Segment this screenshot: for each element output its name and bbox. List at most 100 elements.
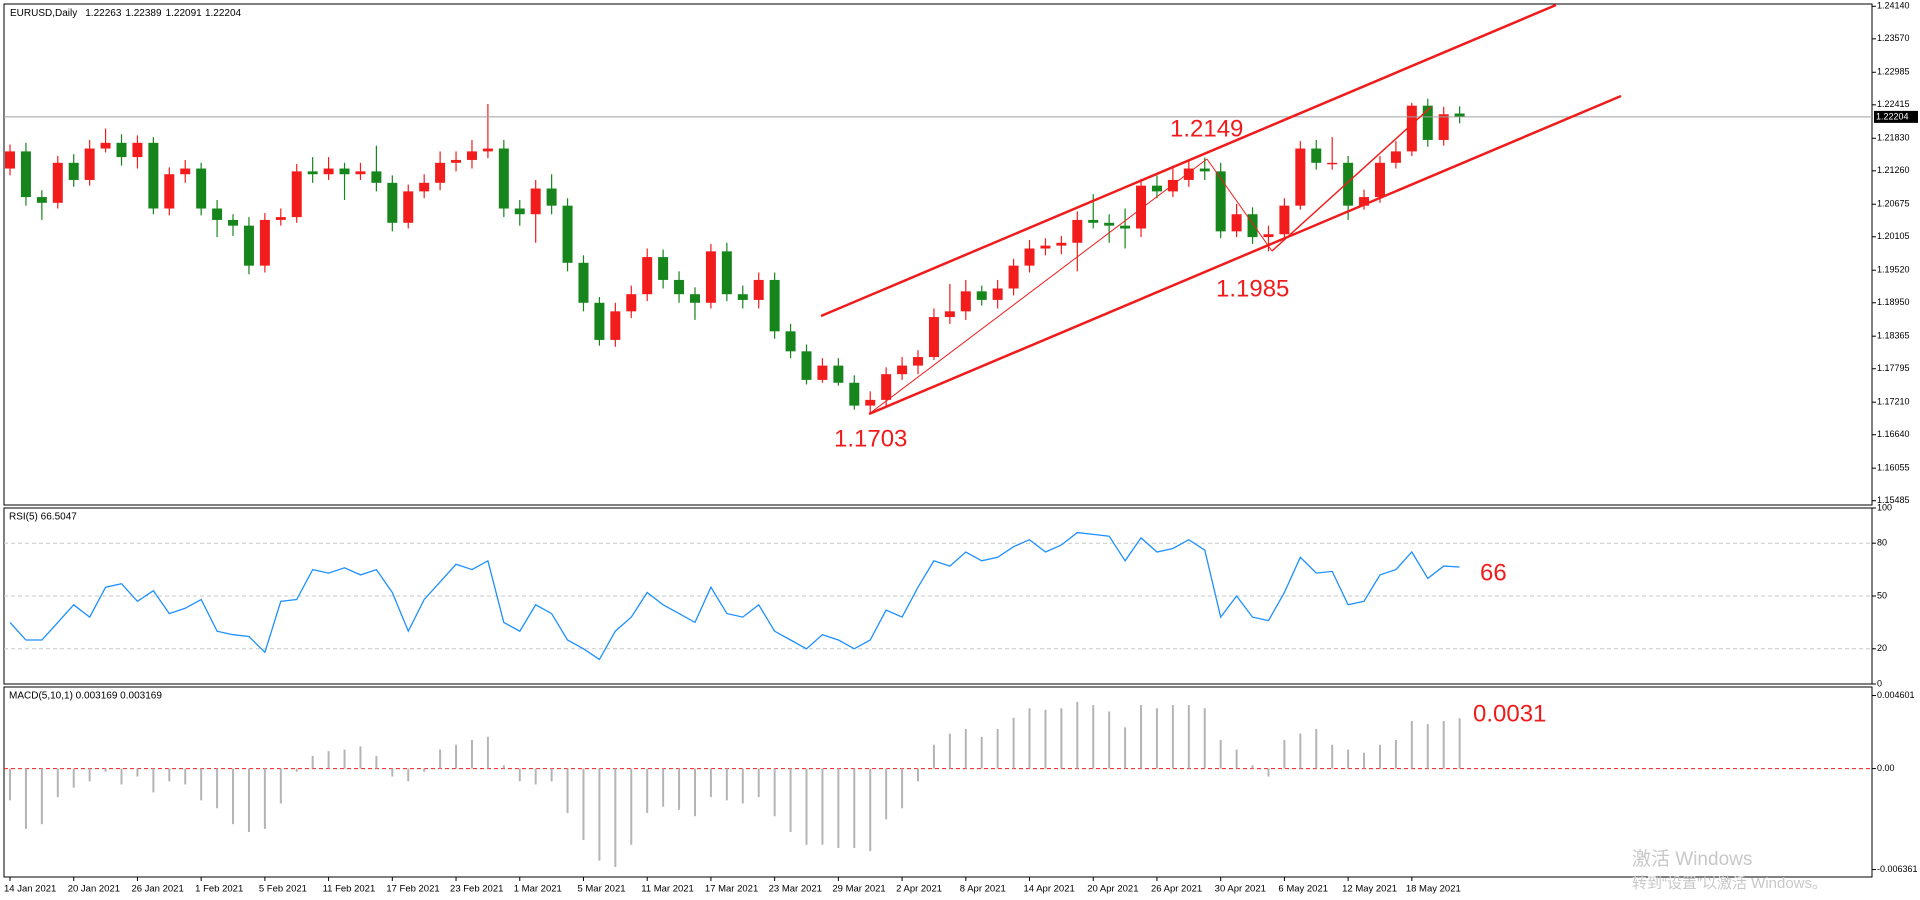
x-tick-label: 26 Apr 2021	[1151, 884, 1202, 895]
candle-body	[737, 294, 748, 300]
y-tick-label: 50	[1877, 590, 1887, 600]
candle-body	[5, 151, 15, 169]
candle-body	[833, 365, 844, 383]
candle-body	[913, 357, 924, 366]
candle-body	[291, 171, 302, 218]
x-tick-label: 26 Jan 2021	[131, 884, 183, 895]
y-tick-label: 1.18950	[1877, 297, 1910, 307]
x-tick-label: 18 May 2021	[1406, 884, 1461, 895]
candle-body	[944, 311, 955, 318]
candle-body	[275, 217, 286, 220]
y-tick-label: 1.22415	[1877, 99, 1910, 109]
rsi-line	[9, 531, 1460, 661]
y-tick-label: 1.21260	[1877, 165, 1910, 175]
y-tick-label: 1.22985	[1877, 67, 1910, 77]
candle-body	[610, 311, 621, 340]
candle-body	[36, 197, 47, 203]
y-tick-label: 1.19520	[1877, 265, 1910, 275]
candle-body	[116, 142, 127, 158]
candle-body	[1072, 219, 1083, 243]
candle-body	[1167, 179, 1178, 192]
candle-body	[1088, 219, 1099, 223]
trend-line	[1206, 158, 1273, 252]
x-tick-label: 20 Apr 2021	[1087, 884, 1138, 895]
candle-body	[1247, 214, 1258, 238]
panel-frame	[3, 3, 1873, 506]
candle-body	[769, 279, 780, 332]
candle-body	[546, 188, 557, 206]
candle-body	[642, 257, 653, 295]
candle-body	[705, 251, 716, 303]
y-tick-label: 1.16640	[1877, 429, 1910, 439]
candle-body	[132, 142, 143, 158]
x-tick-label: 17 Feb 2021	[386, 884, 439, 895]
candle-body	[960, 291, 971, 312]
candle-body	[482, 148, 493, 152]
x-tick-label: 14 Apr 2021	[1024, 884, 1075, 895]
candle-body	[68, 162, 79, 180]
candle-body	[1327, 162, 1338, 165]
x-tick-label: 6 May 2021	[1278, 884, 1328, 895]
candle-body	[228, 219, 239, 226]
trend-line	[868, 94, 1622, 416]
candle-body	[212, 208, 223, 220]
y-tick-label: 1.17795	[1877, 363, 1910, 373]
candle-body	[1295, 148, 1306, 206]
candle-body	[1311, 148, 1322, 163]
x-tick-label: 11 Feb 2021	[323, 884, 376, 895]
candle-body	[387, 182, 398, 223]
header-low: 1.22091	[166, 8, 203, 19]
candle-body	[371, 171, 382, 183]
x-tick-label: 5 Feb 2021	[259, 884, 307, 895]
annotation: 1.1985	[1216, 275, 1289, 302]
price-label-box	[1874, 110, 1918, 123]
candle-body	[323, 168, 334, 175]
candle-body	[674, 279, 685, 295]
candle-body	[1183, 168, 1194, 180]
x-tick-label: 14 Jan 2021	[4, 884, 56, 895]
candle-body	[451, 159, 462, 163]
candle-body	[466, 151, 477, 160]
symbol-title: EURUSD,Daily	[10, 8, 77, 19]
candle-body	[435, 162, 446, 183]
candle-body	[1024, 248, 1035, 266]
candle-body	[1215, 171, 1226, 232]
candle-body	[20, 151, 31, 198]
candle-body	[1040, 245, 1051, 249]
x-tick-label: 29 Mar 2021	[832, 884, 885, 895]
y-tick-label: 0.004601	[1877, 690, 1915, 700]
candle-body	[578, 262, 589, 303]
y-tick-label: 0	[1877, 678, 1882, 688]
candle-body	[1120, 225, 1131, 229]
candle-body	[785, 331, 796, 352]
header-high: 1.22389	[125, 8, 162, 19]
candle-body	[897, 365, 908, 375]
panel-frame	[3, 686, 1873, 878]
x-tick-label: 30 Apr 2021	[1215, 884, 1266, 895]
x-tick-label: 20 Jan 2021	[68, 884, 120, 895]
x-tick-label: 1 Mar 2021	[514, 884, 562, 895]
candle-body	[865, 399, 876, 406]
candle-body	[1231, 214, 1242, 232]
candle-body	[658, 257, 669, 280]
candle-body	[721, 251, 732, 295]
indicator-title: MACD(5,10,1) 0.003169 0.003169	[9, 691, 162, 702]
candle-body	[1008, 265, 1019, 289]
x-tick-label: 12 May 2021	[1342, 884, 1397, 895]
candle-body	[243, 225, 254, 266]
candle-body	[1199, 168, 1210, 172]
x-tick-label: 23 Feb 2021	[450, 884, 503, 895]
candle-body	[1422, 105, 1433, 140]
annotation: 66	[1480, 559, 1507, 586]
y-tick-label: 20	[1877, 643, 1887, 653]
candle-body	[626, 294, 637, 312]
trend-line	[868, 158, 1208, 415]
x-tick-label: 17 Mar 2021	[705, 884, 758, 895]
chart-layer: 1.24140 1.23570 1.22985 1.22415 1.21830 1.212…	[3, 1, 1918, 895]
candle-body	[1359, 197, 1370, 206]
candle-body	[689, 294, 700, 303]
candle-body	[1454, 113, 1465, 117]
candle-body	[817, 365, 828, 380]
annotation: 1.1703	[834, 425, 907, 452]
